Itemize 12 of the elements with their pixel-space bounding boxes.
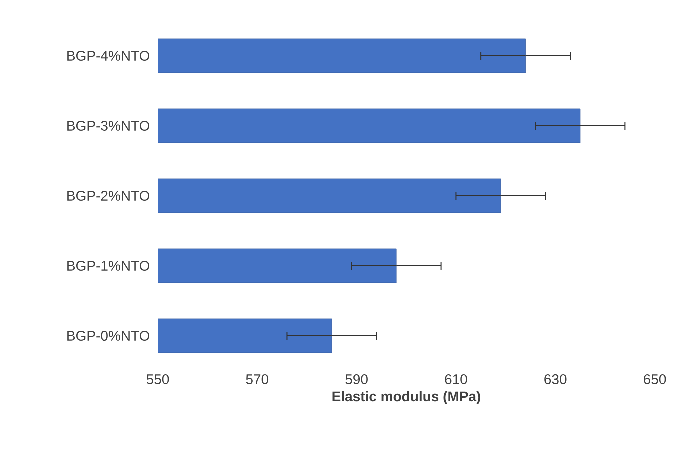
x-tick-label: 550 xyxy=(146,374,170,384)
x-tick-label: 570 xyxy=(246,374,269,384)
y-tick-label: BGP-4%NTO xyxy=(68,51,150,61)
y-tick-label: BGP-2%NTO xyxy=(68,191,150,201)
y-tick-label: BGP-0%NTO xyxy=(68,331,150,341)
x-tick-label: 590 xyxy=(346,374,368,384)
x-tick-label: 610 xyxy=(445,374,468,384)
x-tick-label: 650 xyxy=(644,374,666,384)
x-axis-title: Elastic modulus (MPa) xyxy=(332,391,480,404)
y-tick-label: BGP-3%NTO xyxy=(68,121,150,131)
y-tick-label: BGP-1%NTO xyxy=(68,261,150,271)
x-tick-label: 630 xyxy=(544,374,567,384)
